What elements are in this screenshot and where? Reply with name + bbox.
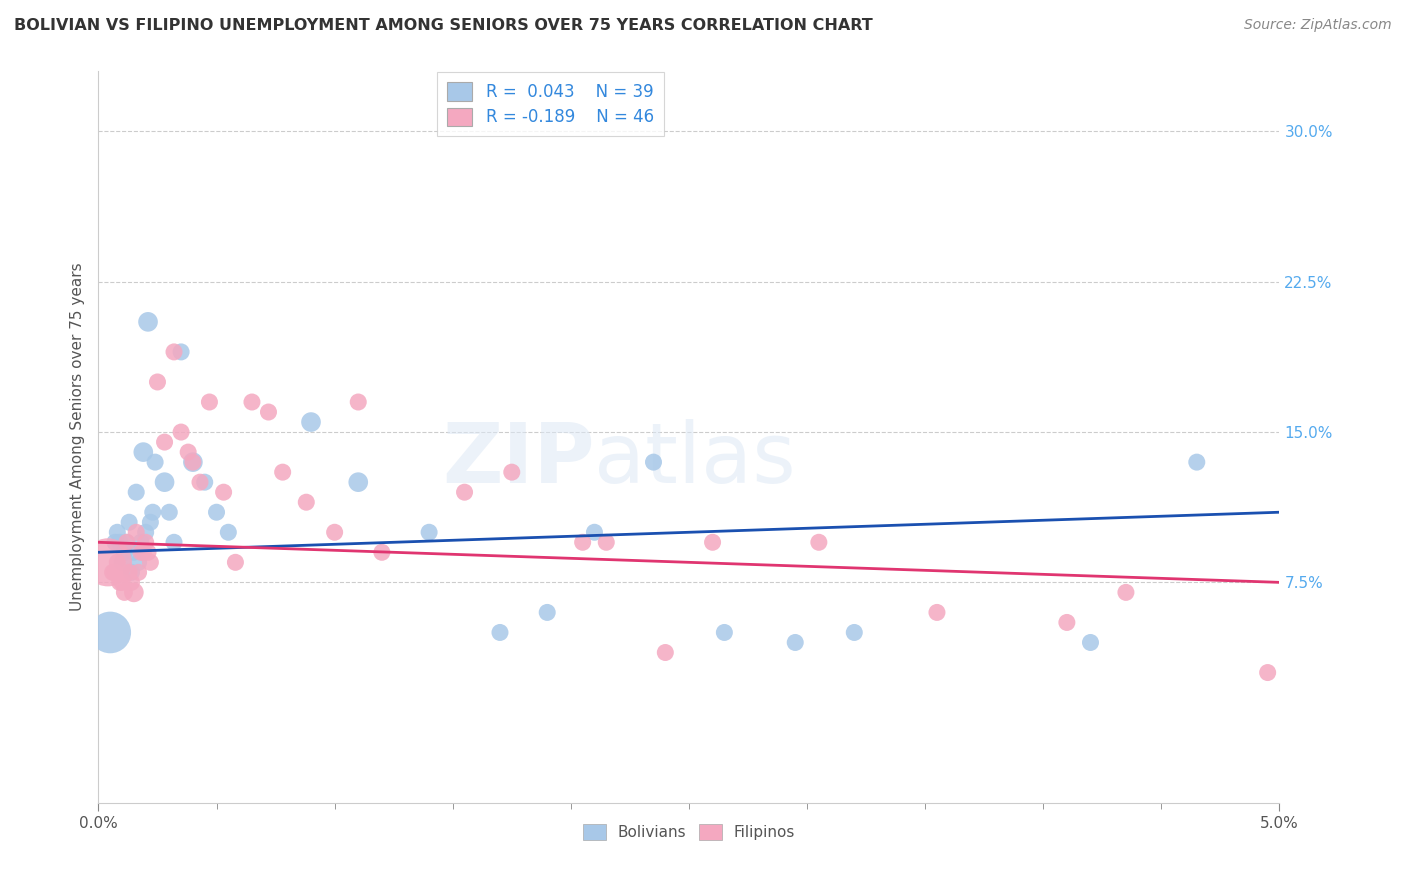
Point — [122, 585, 145, 599]
Point — [105, 555, 128, 569]
Y-axis label: Unemployment Among Seniors over 75 years: Unemployment Among Seniors over 75 years — [69, 263, 84, 611]
Point — [136, 315, 159, 329]
Point — [129, 535, 152, 549]
Point — [135, 525, 157, 540]
Point — [654, 646, 676, 660]
Point — [135, 535, 157, 549]
Point — [181, 455, 204, 469]
Point — [139, 555, 162, 569]
Point — [536, 606, 558, 620]
Point — [139, 515, 162, 529]
Point — [1056, 615, 1078, 630]
Point — [240, 395, 263, 409]
Point — [583, 525, 606, 540]
Point — [157, 505, 180, 519]
Point — [132, 545, 155, 559]
Point — [1257, 665, 1279, 680]
Point — [347, 395, 370, 409]
Point — [153, 435, 176, 450]
Point — [115, 535, 138, 549]
Legend: Bolivians, Filipinos: Bolivians, Filipinos — [576, 818, 801, 847]
Point — [129, 545, 152, 559]
Point — [142, 505, 165, 519]
Point — [128, 555, 150, 569]
Point — [807, 535, 830, 549]
Point — [132, 445, 155, 459]
Point — [418, 525, 440, 540]
Point — [271, 465, 294, 479]
Point — [323, 525, 346, 540]
Point — [257, 405, 280, 419]
Point — [1185, 455, 1208, 469]
Point — [198, 395, 221, 409]
Point — [713, 625, 735, 640]
Point — [115, 535, 138, 549]
Point — [122, 545, 145, 559]
Point — [194, 475, 217, 490]
Point — [489, 625, 512, 640]
Point — [101, 566, 124, 580]
Point — [111, 555, 134, 569]
Point — [188, 475, 211, 490]
Point — [112, 545, 135, 559]
Point — [181, 455, 204, 469]
Point — [163, 345, 186, 359]
Point — [371, 545, 394, 559]
Point — [143, 455, 166, 469]
Point — [112, 585, 135, 599]
Point — [224, 555, 246, 569]
Text: ZIP: ZIP — [441, 418, 595, 500]
Point — [212, 485, 235, 500]
Point — [501, 465, 523, 479]
Point — [295, 495, 318, 509]
Point — [170, 345, 193, 359]
Point — [121, 566, 143, 580]
Point — [125, 525, 148, 540]
Text: BOLIVIAN VS FILIPINO UNEMPLOYMENT AMONG SENIORS OVER 75 YEARS CORRELATION CHART: BOLIVIAN VS FILIPINO UNEMPLOYMENT AMONG … — [14, 18, 873, 33]
Point — [146, 375, 169, 389]
Point — [1115, 585, 1137, 599]
Point — [97, 555, 120, 569]
Point — [163, 535, 186, 549]
Point — [1080, 635, 1102, 649]
Point — [177, 445, 200, 459]
Point — [217, 525, 239, 540]
Point — [785, 635, 807, 649]
Point — [453, 485, 475, 500]
Point — [105, 525, 128, 540]
Point — [108, 575, 131, 590]
Point — [104, 566, 127, 580]
Point — [118, 566, 141, 580]
Point — [925, 606, 948, 620]
Point — [136, 545, 159, 559]
Point — [104, 535, 127, 549]
Point — [205, 505, 228, 519]
Point — [643, 455, 665, 469]
Point — [702, 535, 724, 549]
Point — [125, 485, 148, 500]
Point — [121, 575, 143, 590]
Point — [111, 575, 134, 590]
Point — [571, 535, 593, 549]
Point — [844, 625, 866, 640]
Text: atlas: atlas — [595, 418, 796, 500]
Point — [118, 515, 141, 529]
Point — [347, 475, 370, 490]
Point — [128, 566, 150, 580]
Point — [98, 625, 121, 640]
Text: Source: ZipAtlas.com: Source: ZipAtlas.com — [1244, 18, 1392, 32]
Point — [299, 415, 322, 429]
Point — [153, 475, 176, 490]
Point — [108, 535, 131, 549]
Point — [595, 535, 617, 549]
Point — [170, 425, 193, 439]
